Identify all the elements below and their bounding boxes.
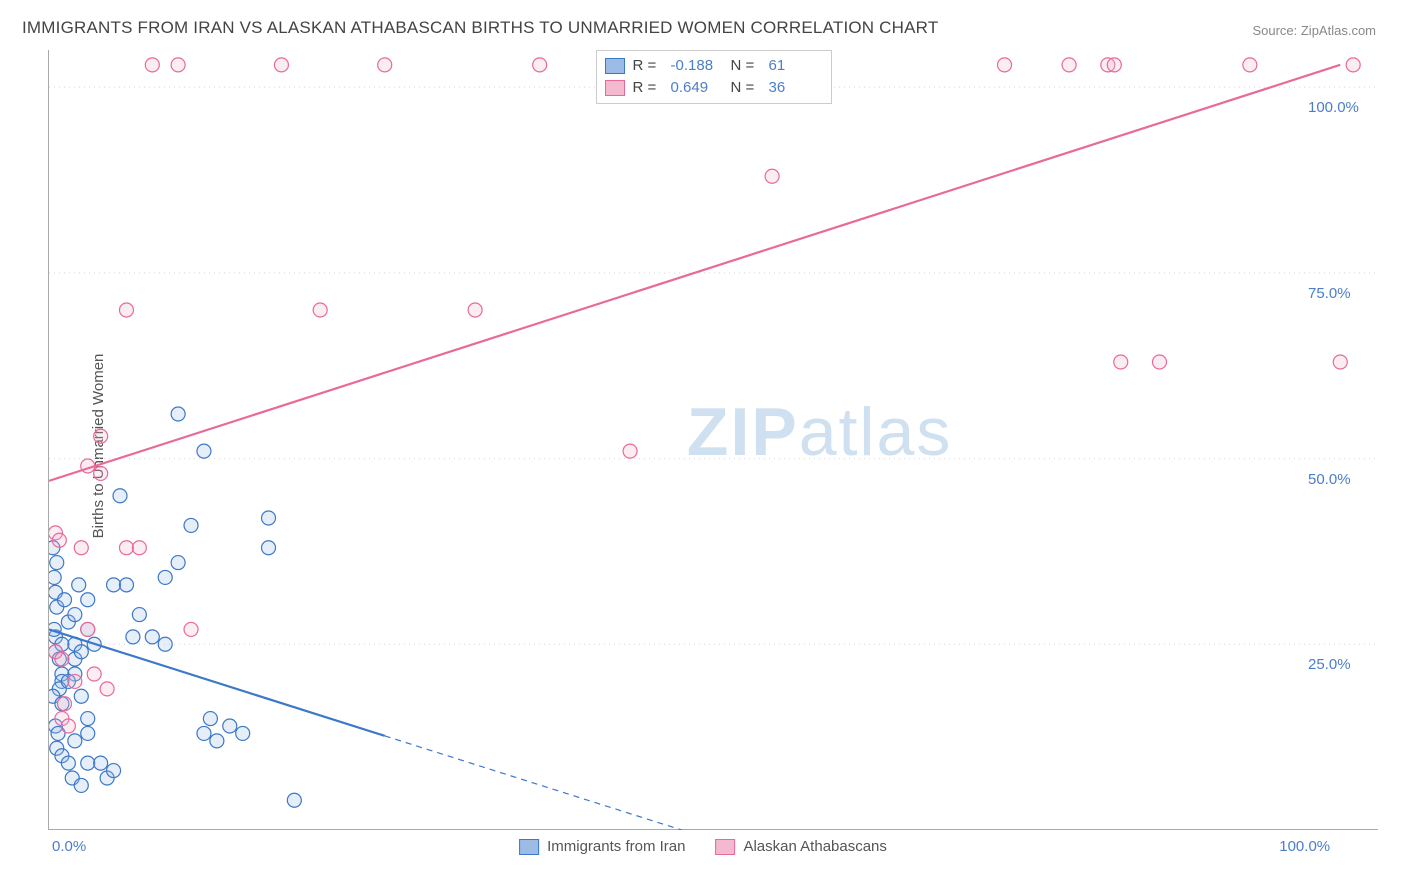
xtick-label: 0.0% (52, 838, 86, 855)
legend-r-value: 0.649 (671, 77, 723, 99)
plot-svg (49, 50, 1379, 830)
series-legend-label: Alaskan Athabascans (743, 838, 886, 855)
legend-row: R = -0.188 N = 61 (605, 55, 821, 77)
series-legend-item: Alaskan Athabascans (715, 838, 886, 855)
plot-area: R =-0.188N =61R =0.649N =36 ZIPatlas (48, 50, 1378, 830)
series-legend: Immigrants from Iran Alaskan Athabascans (519, 838, 887, 855)
ytick-label: 50.0% (1308, 471, 1351, 488)
legend-n-value: 36 (769, 77, 821, 99)
legend-swatch (519, 839, 539, 855)
chart-container: Births to Unmarried Women R =-0.188N =61… (0, 0, 1406, 892)
correlation-legend: R = -0.188 N = 61 R = 0.649 N = 36 (596, 50, 832, 104)
legend-n-value: 61 (769, 55, 821, 77)
ytick-label: 100.0% (1308, 99, 1359, 116)
legend-row: R = 0.649 N = 36 (605, 77, 821, 99)
legend-swatch (605, 58, 625, 74)
legend-r-label: R = (633, 77, 663, 99)
series-legend-item: Immigrants from Iran (519, 838, 685, 855)
series-legend-label: Immigrants from Iran (547, 838, 685, 855)
ytick-label: 25.0% (1308, 656, 1351, 673)
legend-swatch (605, 80, 625, 96)
legend-n-label: N = (731, 77, 761, 99)
legend-r-value: -0.188 (671, 55, 723, 77)
legend-r-label: R = (633, 55, 663, 77)
legend-swatch (715, 839, 735, 855)
legend-n-label: N = (731, 55, 761, 77)
xtick-label: 100.0% (1279, 838, 1330, 855)
ytick-label: 75.0% (1308, 285, 1351, 302)
